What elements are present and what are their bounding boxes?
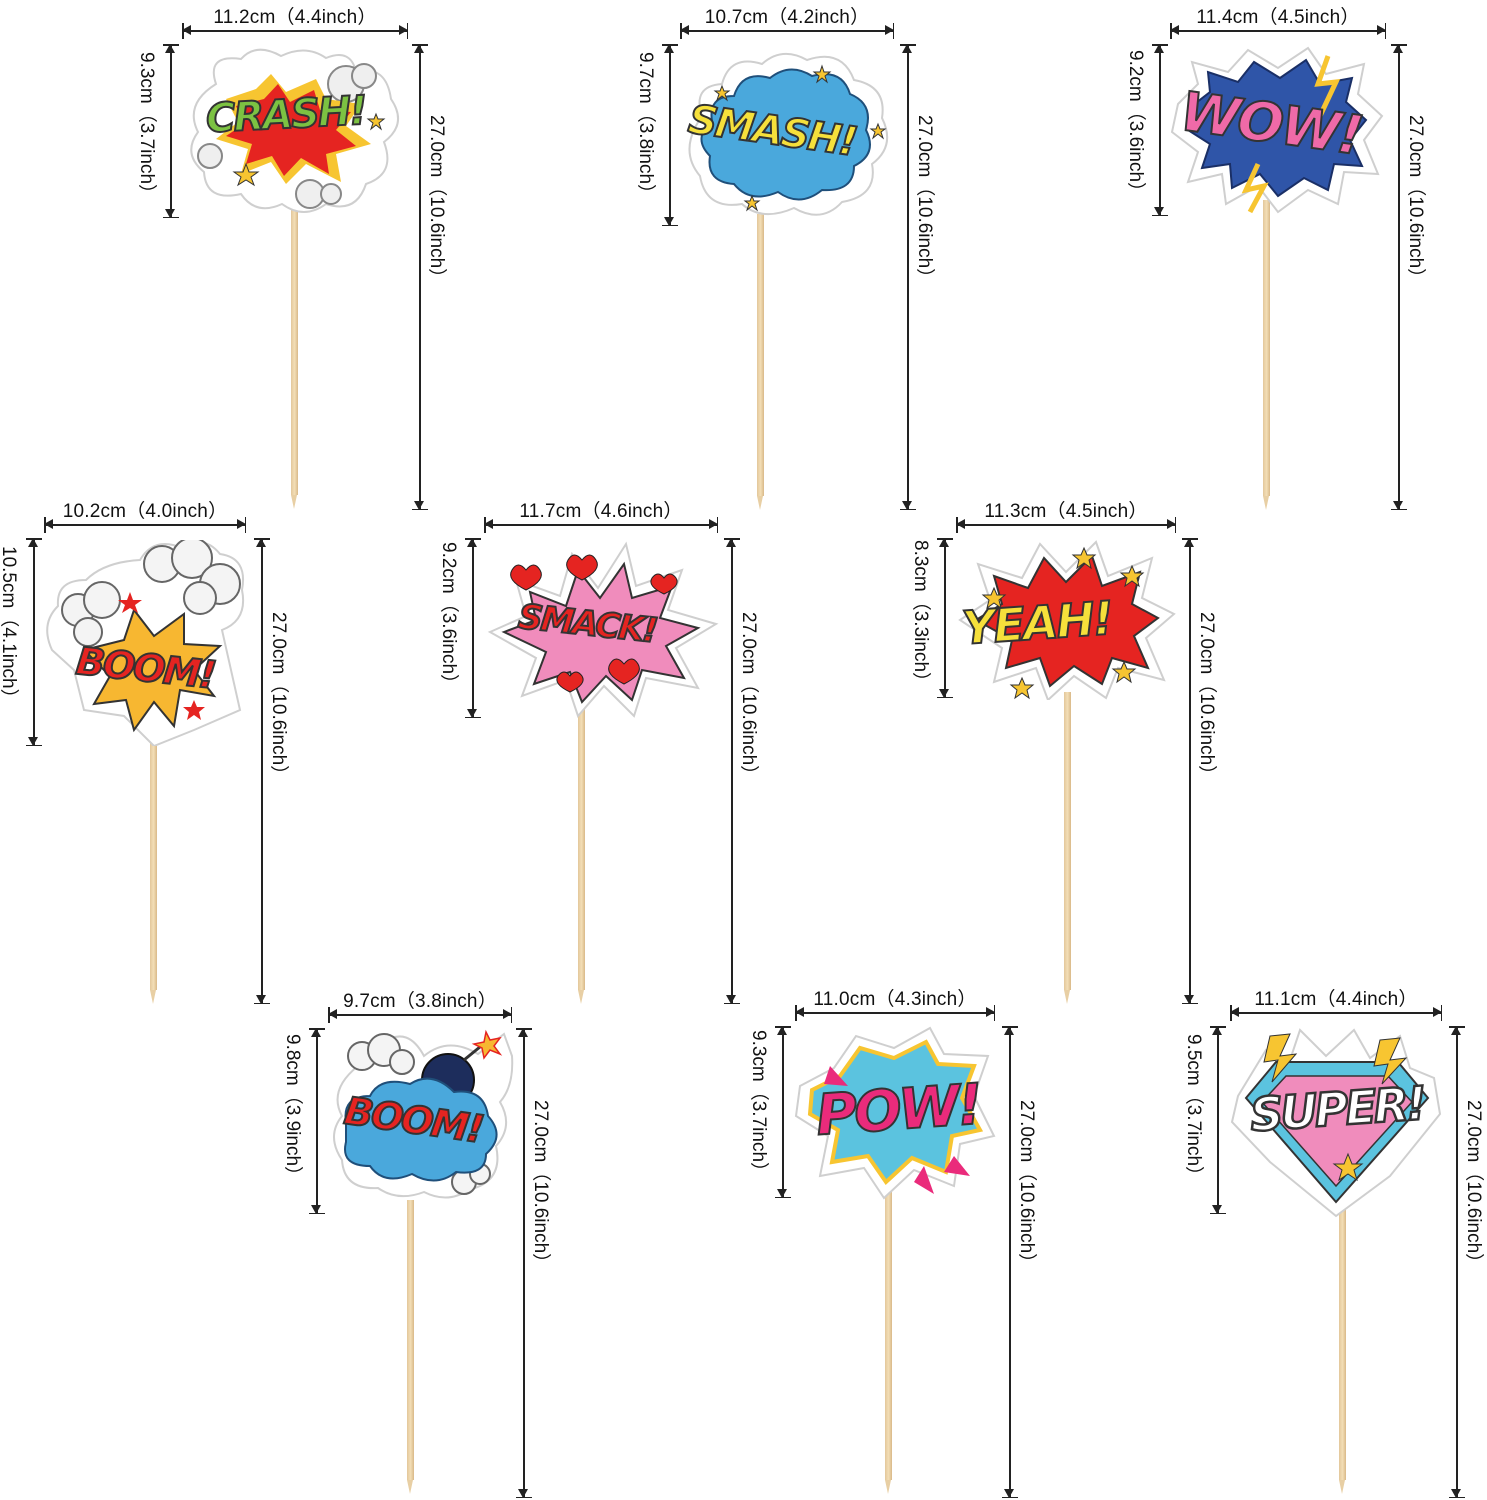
total-length-arrow <box>516 1028 532 1498</box>
total-length-label: 27.0cm（10.6inch） <box>1405 115 1426 288</box>
crash-badge <box>190 48 399 213</box>
total-length-arrow <box>412 44 428 510</box>
height-label: 9.7cm（3.8inch） <box>635 52 656 204</box>
boom-badge <box>46 540 244 746</box>
width-label: 11.2cm（4.4inch） <box>213 7 377 28</box>
width-dimension-arrow <box>44 517 246 533</box>
height-dimension-arrow <box>26 538 42 746</box>
total-length-label: 27.0cm（10.6inch） <box>738 612 759 785</box>
width-dimension-arrow <box>182 23 408 39</box>
width-dimension-arrow <box>328 1007 512 1023</box>
width-label: 11.1cm（4.4inch） <box>1254 989 1418 1010</box>
crash-word: CRASH! <box>204 87 368 143</box>
super-badge <box>1230 1028 1442 1218</box>
width-label: 11.7cm（4.6inch） <box>519 501 683 522</box>
height-label: 9.2cm（3.6inch） <box>438 542 459 694</box>
height-label: 9.3cm（3.7inch） <box>136 52 157 204</box>
total-length-arrow <box>1182 538 1198 1004</box>
total-length-arrow <box>724 538 740 1004</box>
stick-tip <box>1339 1480 1345 1494</box>
total-length-label: 27.0cm（10.6inch） <box>530 1100 551 1273</box>
width-label: 11.3cm（4.5inch） <box>984 501 1148 522</box>
wooden-stick <box>885 1190 892 1480</box>
wooden-stick <box>757 214 764 496</box>
stick-tip <box>885 1480 891 1494</box>
height-label: 9.3cm（3.7inch） <box>748 1030 769 1182</box>
stick-tip <box>407 1480 413 1494</box>
height-dimension-arrow <box>1152 44 1168 216</box>
height-dimension-arrow <box>309 1028 325 1214</box>
stick-tip <box>150 990 156 1004</box>
wow-badge <box>1170 46 1384 214</box>
total-length-arrow <box>254 538 270 1004</box>
width-dimension-arrow <box>1230 1005 1442 1021</box>
smack-badge <box>487 541 719 718</box>
height-label: 8.3cm（3.3inch） <box>910 540 931 692</box>
stick-tip <box>578 990 584 1004</box>
yeah-word: YEAH! <box>959 590 1114 656</box>
wooden-stick <box>578 708 585 990</box>
stick-tip <box>291 495 297 509</box>
total-length-label: 27.0cm（10.6inch） <box>1196 612 1217 785</box>
height-label: 9.8cm（3.9inch） <box>282 1034 303 1186</box>
total-length-label: 27.0cm（10.6inch） <box>426 115 447 288</box>
stick-tip <box>757 496 763 510</box>
height-label: 9.5cm（3.7inch） <box>1183 1034 1204 1186</box>
width-label: 9.7cm（3.8inch） <box>343 991 497 1012</box>
width-label: 10.2cm（4.0inch） <box>62 501 228 522</box>
width-dimension-arrow <box>956 517 1176 533</box>
boom-bomb-badge <box>333 1029 514 1199</box>
wooden-stick <box>291 210 298 495</box>
width-label: 11.4cm（4.5inch） <box>1196 7 1360 28</box>
total-length-label: 27.0cm（10.6inch） <box>268 612 289 785</box>
width-label: 10.7cm（4.2inch） <box>704 7 870 28</box>
stick-tip <box>1064 990 1070 1004</box>
total-length-label: 27.0cm（10.6inch） <box>1016 1100 1037 1273</box>
width-dimension-arrow <box>484 517 718 533</box>
wooden-stick <box>1339 1206 1346 1480</box>
height-dimension-arrow <box>775 1026 791 1198</box>
total-length-label: 27.0cm（10.6inch） <box>914 115 935 288</box>
width-dimension-arrow <box>1170 23 1386 39</box>
yeah-badge <box>958 540 1176 700</box>
total-length-arrow <box>1391 44 1407 510</box>
total-length-arrow <box>1449 1026 1465 1498</box>
height-dimension-arrow <box>163 44 179 218</box>
wooden-stick <box>150 736 157 990</box>
total-length-arrow <box>1002 1026 1018 1498</box>
height-dimension-arrow <box>465 538 481 718</box>
height-label: 9.2cm（3.6inch） <box>1125 50 1146 202</box>
smash-badge <box>688 53 889 216</box>
height-label: 10.5cm（4.1inch） <box>0 546 19 708</box>
stick-tip <box>1263 496 1269 510</box>
wooden-stick <box>1064 692 1071 990</box>
pow-badge <box>794 1026 996 1200</box>
height-dimension-arrow <box>662 44 678 226</box>
wooden-stick <box>1263 200 1270 496</box>
width-dimension-arrow <box>795 1005 995 1021</box>
total-length-label: 27.0cm（10.6inch） <box>1463 1100 1484 1273</box>
wooden-stick <box>407 1200 414 1480</box>
total-length-arrow <box>900 44 916 510</box>
height-dimension-arrow <box>937 538 953 698</box>
width-label: 11.0cm（4.3inch） <box>813 989 977 1010</box>
width-dimension-arrow <box>680 23 894 39</box>
height-dimension-arrow <box>1210 1026 1226 1214</box>
pow-word: POW! <box>813 1071 983 1149</box>
